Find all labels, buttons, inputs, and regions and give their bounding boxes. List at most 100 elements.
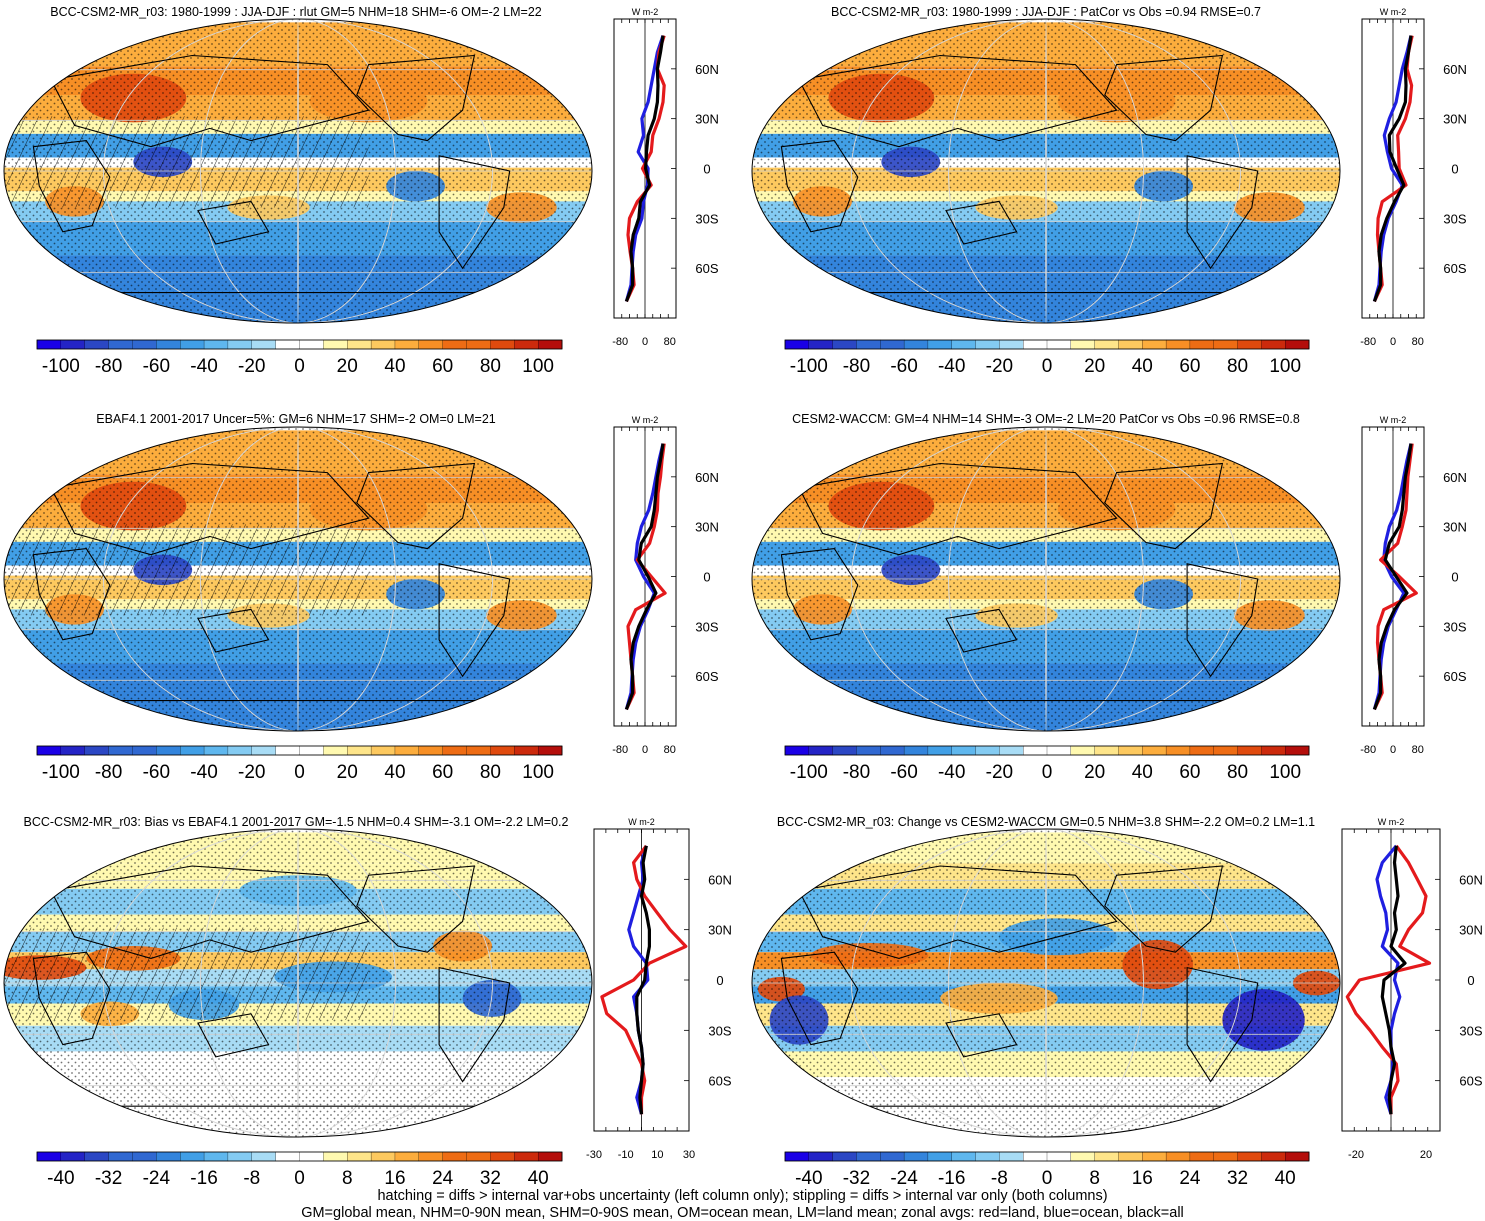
zonal-profile: W m-2 -80 0 80 60N 30N 0 30S 60S <box>612 7 719 348</box>
colorbar-tick-label: 32 <box>1227 1168 1248 1189</box>
graticule-lon <box>948 829 1144 1137</box>
graticule-lon <box>1045 427 1047 731</box>
colorbar-tick-label: 8 <box>342 1168 353 1189</box>
hatching <box>4 927 369 1020</box>
map-field <box>3 426 593 732</box>
profile-x-tick-label: 80 <box>664 336 676 348</box>
profile-y-tick-label: 30S <box>695 211 718 226</box>
coastline <box>780 548 859 641</box>
profile-y-tick-label: 0 <box>1451 570 1458 585</box>
colorbar-segment <box>466 745 491 756</box>
profile-y-tick-label: 30S <box>1459 1023 1482 1038</box>
coastline <box>32 548 111 641</box>
colorbar-segment <box>999 745 1024 756</box>
colorbar-tick-label: -24 <box>143 1168 171 1189</box>
colorbar-tick-label: 0 <box>1042 1168 1053 1189</box>
colorbar-segment <box>84 745 110 756</box>
panel-middle-left: EBAF4.1 2001-2017 Uncer=5%: GM=6 NHM=17 … <box>3 412 719 783</box>
colorbar-segment <box>132 745 157 756</box>
profile-unit: W m-2 <box>632 7 659 17</box>
colorbar-tick-label: -100 <box>790 762 828 783</box>
profile-x-tick-label: -30 <box>586 1149 602 1161</box>
colorbar-segment <box>347 339 372 350</box>
profile-x-tick-label: -80 <box>1360 744 1376 756</box>
profile-unit: W m-2 <box>1380 415 1407 425</box>
profile-x-tick-label: -10 <box>618 1149 634 1161</box>
colorbar-segment <box>108 1151 133 1162</box>
coastline <box>1104 462 1224 550</box>
colorbar-segment <box>203 1151 229 1162</box>
profile-y-tick-label: 60N <box>708 872 732 887</box>
colorbar-tick-label: 40 <box>384 762 405 783</box>
profile-x-tick-label: 0 <box>642 336 648 348</box>
colorbar-tick-label: -80 <box>95 762 122 783</box>
profile-x-tick-label: 30 <box>683 1149 695 1161</box>
colorbar-segment <box>951 1151 976 1162</box>
coastline <box>50 865 370 959</box>
panel-title: BCC-CSM2-MR_r03: Bias vs EBAF4.1 2001-20… <box>23 815 568 829</box>
colorbar-tick-label: 20 <box>337 356 358 377</box>
colorbar-segment <box>1285 745 1310 756</box>
colorbar-tick-label: 16 <box>384 1168 405 1189</box>
colorbar-segment <box>36 339 62 350</box>
profile-y-tick-label: 30S <box>708 1023 731 1038</box>
colorbar-segment <box>1023 339 1048 350</box>
colorbar-segment <box>951 745 976 756</box>
colorbar-tick-label: -80 <box>95 356 122 377</box>
profile-line-all <box>624 35 665 302</box>
colorbar-segment <box>203 745 229 756</box>
coastline <box>32 951 111 1046</box>
profile-y-tick-label: 0 <box>716 973 723 988</box>
profile-y-tick-label: 60N <box>695 62 719 77</box>
colorbar-segment <box>808 339 834 350</box>
graticule-lon <box>1045 19 1047 323</box>
coastline <box>32 140 111 233</box>
colorbar-segment <box>156 745 181 756</box>
colorbar-tick-label: 60 <box>1179 762 1200 783</box>
profile-y-tick-label: 0 <box>703 570 710 585</box>
colorbar-segment <box>514 1151 539 1162</box>
colorbar-tick-label: 0 <box>294 356 305 377</box>
colorbar-segment <box>903 1151 929 1162</box>
hatching <box>4 524 369 616</box>
colorbar-tick-label: -80 <box>843 356 870 377</box>
coastline <box>1186 155 1259 270</box>
zonal-profile: W m-2 -80 0 80 60N 30N 0 30S 60S <box>1360 415 1467 756</box>
colorbar-segment <box>1285 1151 1310 1162</box>
colorbar-segment <box>514 339 539 350</box>
map-field <box>752 829 1340 1137</box>
colorbar-segment <box>132 339 157 350</box>
colorbar-tick-label: -60 <box>143 356 170 377</box>
coastline <box>1186 563 1259 678</box>
coastline <box>1104 54 1224 142</box>
colorbar-segment <box>1261 745 1286 756</box>
colorbar-segment <box>180 745 205 756</box>
colorbar-segment <box>880 1151 905 1162</box>
colorbar-tick-label: -40 <box>190 356 217 377</box>
colorbar-segment <box>1285 339 1310 350</box>
colorbar-segment <box>180 339 205 350</box>
colorbar-tick-label: 60 <box>432 356 453 377</box>
map-border <box>751 426 1341 732</box>
colorbar-frame <box>784 745 1310 756</box>
colorbar-segment <box>394 339 420 350</box>
profile-y-tick-label: 60S <box>1443 261 1466 276</box>
colorbar-segment <box>108 745 133 756</box>
colorbar-segment <box>1023 1151 1048 1162</box>
profile-y-tick-label: 60N <box>1443 470 1467 485</box>
coastline <box>438 966 511 1083</box>
profile-x-tick-label: 80 <box>664 744 676 756</box>
colorbar-segment <box>275 339 300 350</box>
coastline <box>798 462 1118 556</box>
colorbar-segment <box>323 745 348 756</box>
coastline <box>197 200 270 245</box>
profile-line-all <box>1380 845 1407 1115</box>
colorbar-segment <box>537 1151 563 1162</box>
colorbar-tick-label: 40 <box>528 1168 549 1189</box>
colorbar-segment <box>832 339 857 350</box>
coastline <box>752 700 1340 731</box>
coastline <box>197 1013 270 1058</box>
map-border <box>751 828 1341 1138</box>
colorbar-tick-label: -60 <box>143 762 170 783</box>
graticule-lon <box>948 19 1144 323</box>
